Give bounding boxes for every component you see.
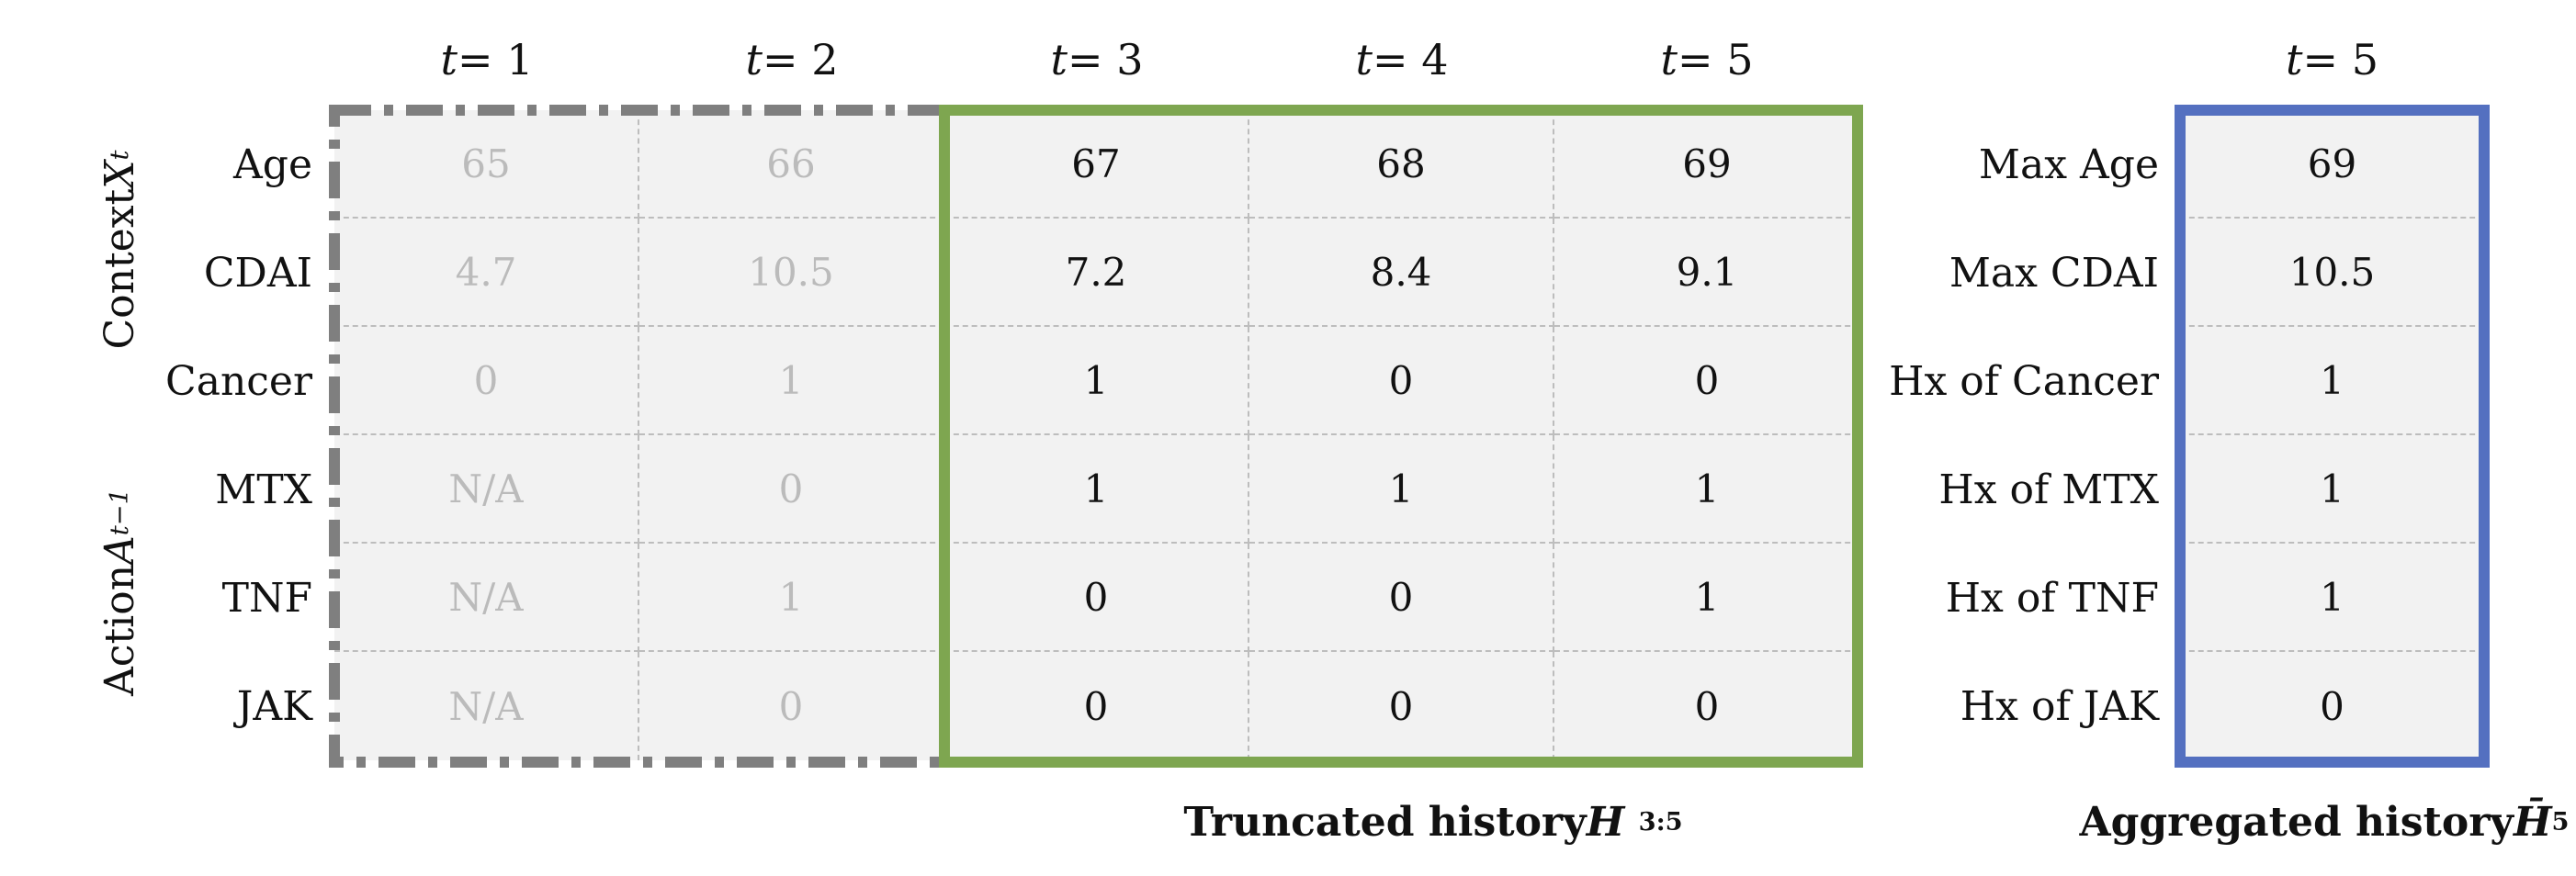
table-cell: 67	[944, 110, 1249, 219]
aggregated-history-caption: Aggregated history H̄ 5	[2079, 798, 2570, 846]
table-cell: N/A	[334, 435, 639, 544]
row-label-cdai: CDAI	[203, 249, 312, 297]
column-header-4: t = 4	[1355, 35, 1449, 84]
table-cell: 9.1	[1554, 219, 1859, 327]
agg-cell: 0	[2180, 652, 2484, 760]
table-cell: 0	[639, 435, 944, 544]
table-cell: 1	[944, 327, 1249, 435]
table-cell: 68	[1249, 110, 1554, 219]
agg-cell: 1	[2180, 435, 2484, 544]
table-cell: 1	[1249, 435, 1554, 544]
agg-cell: 69	[2180, 110, 2484, 219]
table-cell: 8.4	[1249, 219, 1554, 327]
agg-row-label: Max Age	[1978, 140, 2159, 188]
table-cell: 0	[1249, 327, 1554, 435]
table-cell: 0	[334, 327, 639, 435]
table-cell: 0	[639, 652, 944, 760]
row-label-mtx: MTX	[215, 466, 312, 513]
row-label-jak: JAK	[236, 682, 312, 730]
table-cell: 0	[944, 544, 1249, 652]
table-cell: 4.7	[334, 219, 639, 327]
column-header-3: t = 3	[1050, 35, 1144, 84]
agg-cell: 1	[2180, 544, 2484, 652]
table-cell: 1	[639, 327, 944, 435]
table-cell: 65	[334, 110, 639, 219]
table-cell: N/A	[334, 652, 639, 760]
column-header-5: t = 5	[1660, 35, 1754, 84]
agg-cell: 1	[2180, 327, 2484, 435]
row-label-cancer: Cancer	[165, 357, 312, 405]
table-cell: 1	[639, 544, 944, 652]
aggregated-column-header: t = 5	[2286, 35, 2378, 84]
table-cell: 1	[1554, 435, 1859, 544]
table-cell: 0	[1554, 327, 1859, 435]
table-cell: 0	[1554, 652, 1859, 760]
table-cell: 7.2	[944, 219, 1249, 327]
table-cell: 1	[944, 435, 1249, 544]
table-cell: 0	[1249, 544, 1554, 652]
agg-cell: 10.5	[2180, 219, 2484, 327]
row-label-tnf: TNF	[221, 574, 312, 622]
table-cell: 0	[944, 652, 1249, 760]
agg-row-label: Hx of Cancer	[1889, 357, 2159, 405]
agg-row-label: Hx of TNF	[1945, 574, 2159, 622]
table-cell: N/A	[334, 544, 639, 652]
table-cell: 10.5	[639, 219, 944, 327]
agg-row-label: Hx of MTX	[1938, 466, 2159, 513]
table-cell: 1	[1554, 544, 1859, 652]
table-cell: 0	[1249, 652, 1554, 760]
truncated-history-caption: Truncated history H 3:5	[1183, 798, 1683, 846]
column-header-2: t = 2	[745, 35, 839, 84]
column-header-1: t = 1	[440, 35, 534, 84]
agg-row-label: Hx of JAK	[1960, 682, 2159, 730]
row-label-age: Age	[233, 140, 312, 188]
table-cell: 66	[639, 110, 944, 219]
table-cell: 69	[1554, 110, 1859, 219]
agg-row-label: Max CDAI	[1949, 249, 2159, 297]
